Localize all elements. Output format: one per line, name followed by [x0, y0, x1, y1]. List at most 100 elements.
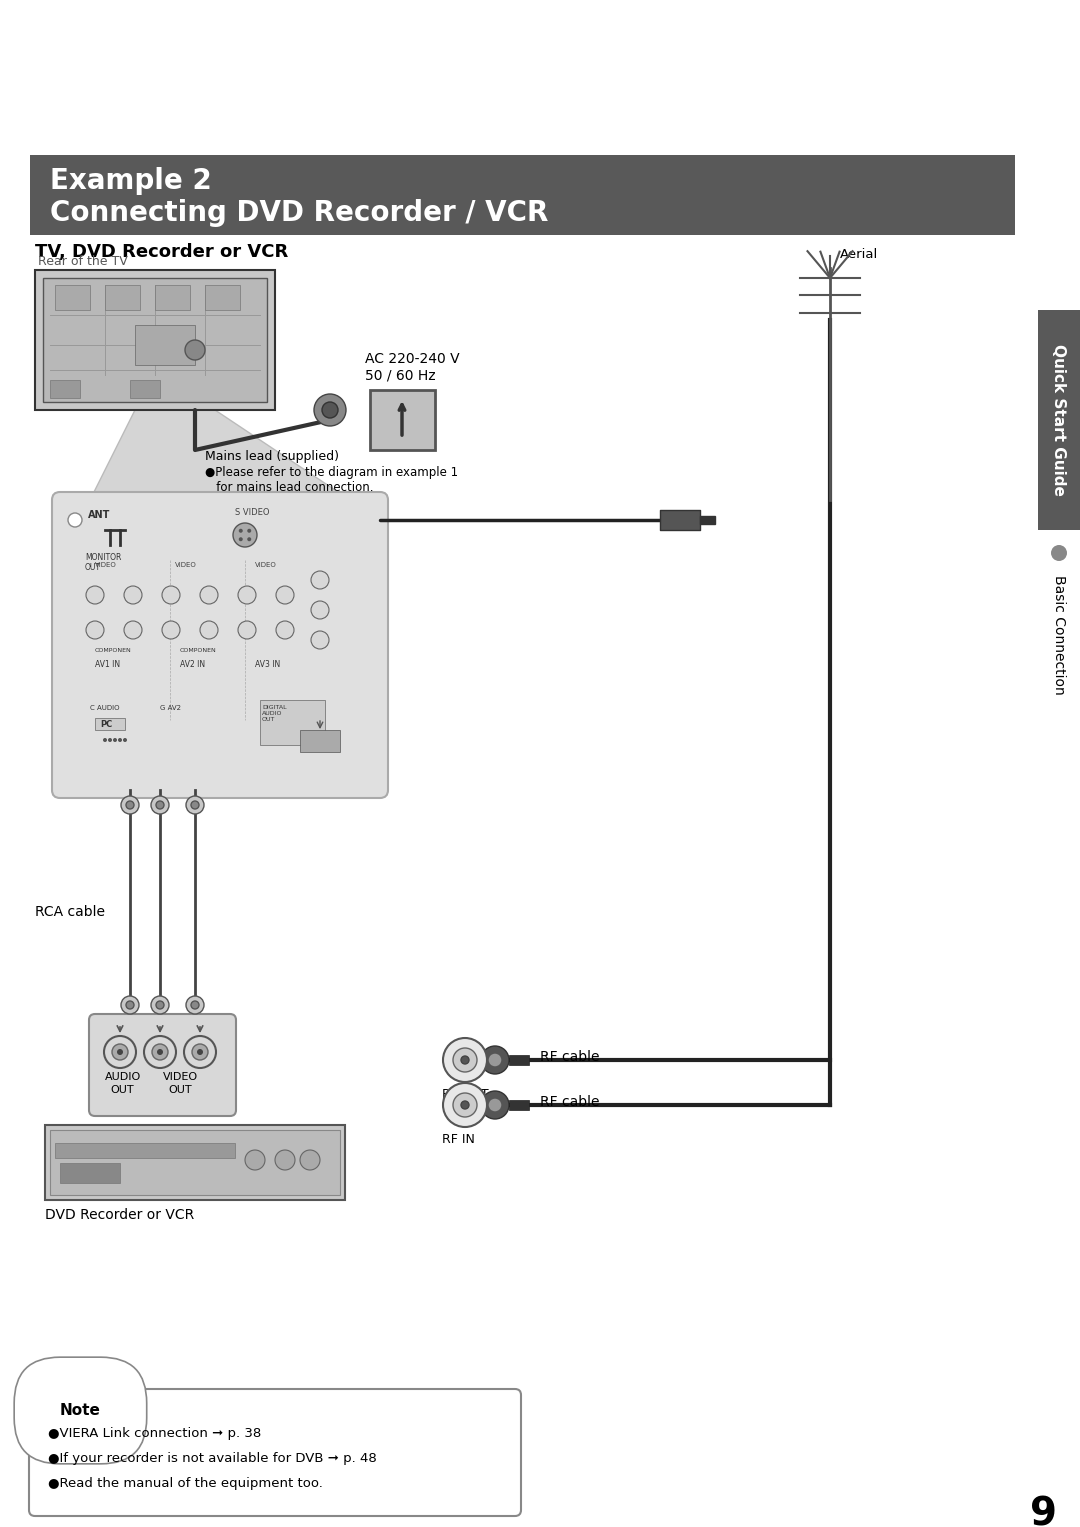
Circle shape — [233, 524, 257, 547]
Bar — [55, 286, 90, 310]
Text: RF IN: RF IN — [442, 1133, 475, 1145]
Circle shape — [103, 738, 107, 742]
Bar — [45, 1125, 345, 1200]
Text: MONITOR
OUT: MONITOR OUT — [85, 553, 121, 573]
FancyBboxPatch shape — [89, 1014, 237, 1116]
Text: RF cable: RF cable — [540, 1051, 599, 1064]
Text: RCA cable: RCA cable — [35, 906, 105, 919]
Circle shape — [238, 586, 256, 605]
Bar — [50, 380, 80, 399]
Text: G AV2: G AV2 — [160, 705, 181, 712]
Circle shape — [123, 738, 127, 742]
Circle shape — [192, 1044, 208, 1060]
Text: S VIDEO: S VIDEO — [235, 508, 270, 518]
Bar — [509, 1099, 529, 1110]
Circle shape — [185, 341, 205, 360]
Text: DIGITAL
AUDIO
OUT: DIGITAL AUDIO OUT — [262, 705, 286, 722]
Text: RF OUT: RF OUT — [442, 1089, 488, 1101]
Circle shape — [311, 571, 329, 589]
Circle shape — [481, 1090, 509, 1119]
Bar — [60, 1164, 120, 1183]
Circle shape — [314, 394, 346, 426]
Circle shape — [186, 996, 204, 1014]
Bar — [50, 1130, 340, 1196]
Circle shape — [453, 1093, 477, 1116]
Text: ●If your recorder is not available for DVB ➞ p. 48: ●If your recorder is not available for D… — [48, 1452, 377, 1464]
Circle shape — [184, 1035, 216, 1067]
Text: C AUDIO: C AUDIO — [90, 705, 120, 712]
Text: COMPONEN: COMPONEN — [180, 647, 217, 654]
Circle shape — [461, 1101, 469, 1109]
Circle shape — [157, 1049, 163, 1055]
Text: AUDIO: AUDIO — [105, 1072, 141, 1083]
Text: VIDEO: VIDEO — [175, 562, 197, 568]
Circle shape — [186, 796, 204, 814]
Circle shape — [238, 621, 256, 638]
Circle shape — [247, 528, 252, 533]
Circle shape — [121, 796, 139, 814]
Text: COMPONEN: COMPONEN — [95, 647, 132, 654]
Circle shape — [311, 631, 329, 649]
Circle shape — [86, 586, 104, 605]
Circle shape — [443, 1083, 487, 1127]
Text: AC 220-240 V
50 / 60 Hz: AC 220-240 V 50 / 60 Hz — [365, 353, 460, 382]
Circle shape — [197, 1049, 203, 1055]
Circle shape — [276, 586, 294, 605]
Circle shape — [118, 738, 122, 742]
Circle shape — [488, 1098, 502, 1112]
Bar — [135, 325, 195, 365]
Circle shape — [247, 538, 252, 541]
Text: VIDEO: VIDEO — [95, 562, 117, 568]
Circle shape — [488, 1054, 502, 1067]
Bar — [35, 270, 275, 411]
Circle shape — [151, 996, 168, 1014]
Bar — [370, 389, 435, 450]
Bar — [660, 510, 700, 530]
Bar — [130, 380, 160, 399]
Circle shape — [113, 738, 117, 742]
Text: ANT: ANT — [87, 510, 110, 521]
FancyBboxPatch shape — [29, 1390, 521, 1516]
Circle shape — [239, 538, 243, 541]
Circle shape — [104, 1035, 136, 1067]
Circle shape — [121, 996, 139, 1014]
Text: Mains lead (supplied): Mains lead (supplied) — [205, 450, 339, 463]
Circle shape — [200, 586, 218, 605]
Text: VIDEO: VIDEO — [163, 1072, 198, 1083]
Circle shape — [275, 1150, 295, 1170]
Bar — [700, 516, 715, 524]
Circle shape — [300, 1150, 320, 1170]
Circle shape — [156, 802, 164, 809]
Circle shape — [461, 1057, 469, 1064]
Circle shape — [481, 1046, 509, 1073]
Text: Rear of the TV: Rear of the TV — [38, 255, 127, 269]
Circle shape — [311, 602, 329, 618]
Circle shape — [156, 1002, 164, 1009]
Circle shape — [117, 1049, 123, 1055]
Circle shape — [191, 1002, 199, 1009]
Bar — [509, 1055, 529, 1064]
Circle shape — [1051, 545, 1067, 560]
Bar — [1038, 310, 1080, 530]
Text: Basic Connection: Basic Connection — [1052, 576, 1066, 695]
Circle shape — [152, 1044, 168, 1060]
Bar — [95, 718, 125, 730]
Text: ●Please refer to the diagram in example 1
   for mains lead connection.: ●Please refer to the diagram in example … — [205, 466, 458, 495]
Text: AV2 IN: AV2 IN — [180, 660, 205, 669]
Text: Note: Note — [60, 1403, 100, 1419]
Text: Connecting DVD Recorder / VCR: Connecting DVD Recorder / VCR — [50, 199, 549, 228]
Text: OUT: OUT — [110, 1086, 134, 1095]
Text: DVD Recorder or VCR: DVD Recorder or VCR — [45, 1208, 194, 1222]
Circle shape — [200, 621, 218, 638]
Circle shape — [245, 1150, 265, 1170]
Circle shape — [322, 402, 338, 418]
Circle shape — [126, 802, 134, 809]
Text: ●Read the manual of the equipment too.: ●Read the manual of the equipment too. — [48, 1477, 323, 1490]
Bar — [300, 730, 340, 751]
Text: Aerial: Aerial — [840, 247, 878, 261]
Circle shape — [112, 1044, 129, 1060]
Bar — [205, 286, 240, 310]
Circle shape — [151, 796, 168, 814]
Bar — [30, 156, 1015, 235]
Bar — [105, 286, 140, 310]
